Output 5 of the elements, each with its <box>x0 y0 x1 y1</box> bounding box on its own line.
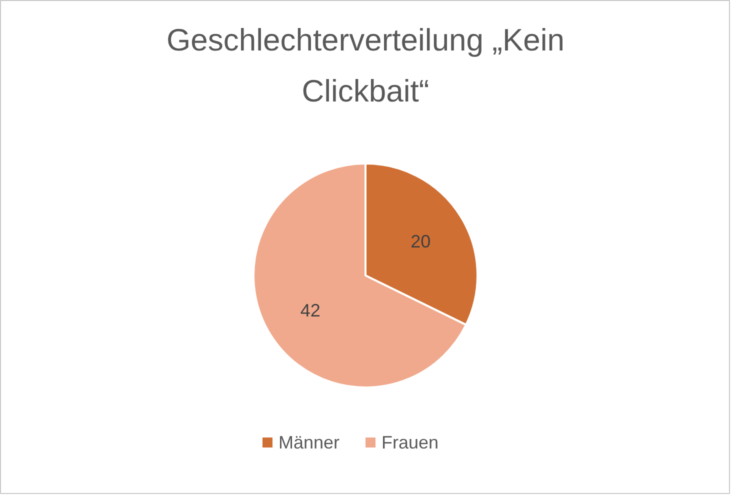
data-label: 20 <box>410 232 431 252</box>
legend-label: Frauen <box>382 432 439 452</box>
data-label: 42 <box>300 300 320 320</box>
chart-title: Geschlechterverteilung „Kein Clickbait“ <box>166 22 565 108</box>
legend-label: Männer <box>278 432 340 452</box>
